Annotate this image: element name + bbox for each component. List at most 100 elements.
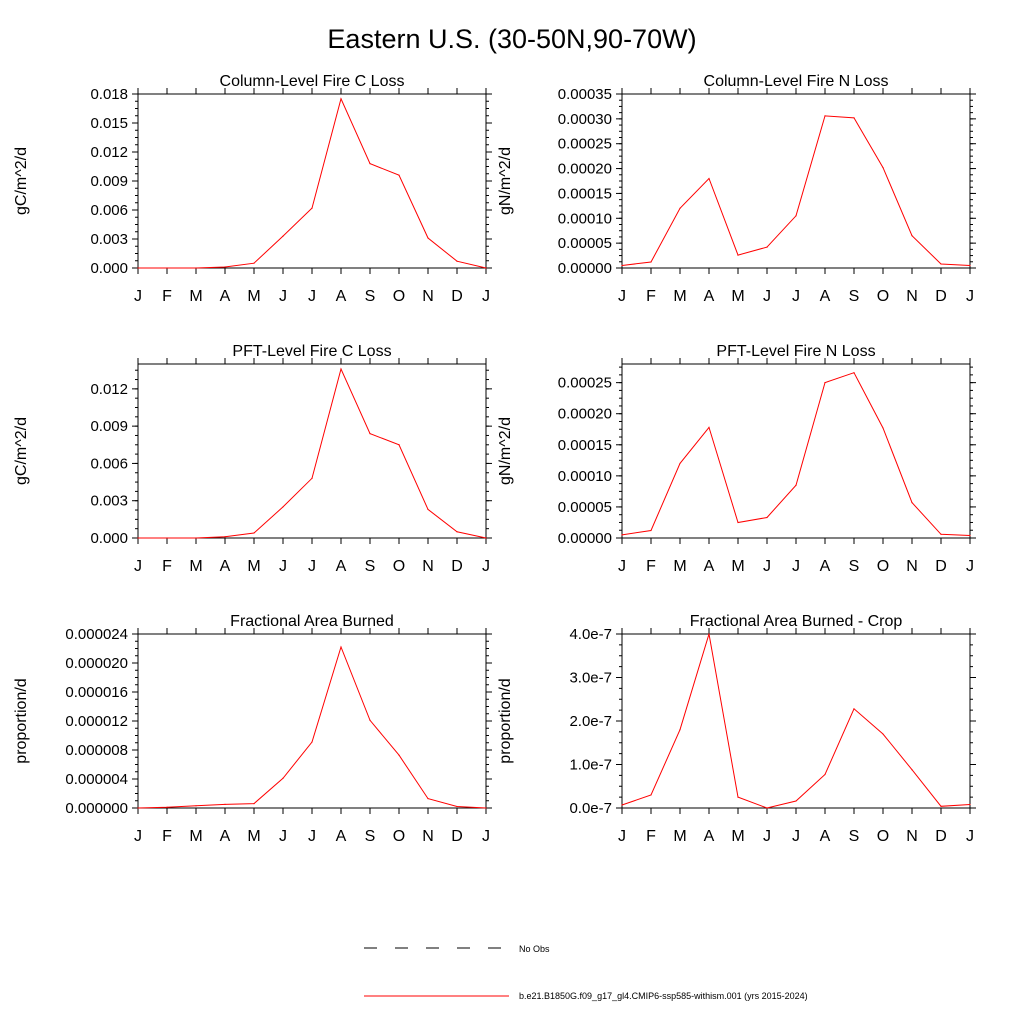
data-point: [427, 797, 429, 800]
x-tick-label: A: [336, 558, 347, 575]
x-tick-label: F: [646, 828, 656, 845]
x-tick-label: N: [422, 558, 434, 575]
x-tick-label: J: [308, 558, 316, 575]
x-tick-label: J: [618, 558, 626, 575]
data-point: [137, 267, 139, 269]
y-tick-label: 0.015: [90, 115, 128, 132]
x-tick-label: F: [646, 558, 656, 575]
data-point: [456, 531, 458, 533]
y-tick-label: 0.00030: [558, 111, 612, 128]
data-point: [882, 166, 884, 169]
series-line-1: [621, 633, 971, 809]
data-point: [911, 235, 913, 237]
data-point: [911, 501, 913, 504]
data-point: [795, 800, 797, 802]
data-point: [282, 777, 284, 779]
y-tick-label: 0.00000: [558, 260, 612, 277]
plot-frame: [137, 633, 487, 809]
y-tick-label: 0.000024: [65, 626, 128, 643]
y-tick-label: 0.00015: [558, 437, 612, 454]
series-line-1: [621, 372, 971, 536]
x-tick-label: O: [877, 828, 889, 845]
data-point: [737, 521, 739, 524]
x-tick-label: S: [365, 558, 376, 575]
x-tick-label: J: [763, 558, 771, 575]
x-tick-label: J: [308, 288, 316, 305]
x-tick-label: J: [966, 288, 974, 305]
x-tick-label: J: [134, 828, 142, 845]
x-tick-label: S: [849, 558, 860, 575]
data-point: [456, 805, 458, 808]
chart-panel-2: Column-Level Fire N Loss gN/m^2/d 0.00000 0…: [497, 73, 976, 305]
data-point: [224, 536, 226, 538]
y-tick-label: 0.00005: [558, 235, 612, 252]
y-tick-label: 0.00020: [558, 161, 612, 178]
x-tick-label: J: [618, 288, 626, 305]
x-tick-label: S: [849, 288, 860, 305]
data-point: [398, 174, 400, 176]
y-tick-label: 0.006: [90, 455, 128, 472]
data-point: [940, 805, 942, 807]
x-tick-label: A: [820, 288, 831, 305]
data-point: [398, 754, 400, 756]
data-point: [340, 368, 342, 370]
x-tick-label: J: [966, 828, 974, 845]
y-tick-label: 0.00005: [558, 499, 612, 516]
data-point: [650, 794, 652, 796]
chart-title: Fractional Area Burned - Crop: [690, 613, 903, 630]
data-point: [940, 533, 942, 535]
y-tick-label: 0.000000: [65, 800, 128, 817]
data-point: [485, 267, 487, 269]
y-axis-label: proportion/d: [497, 678, 514, 763]
x-tick-label: J: [792, 288, 800, 305]
x-tick-label: O: [393, 558, 405, 575]
x-tick-label: S: [365, 828, 376, 845]
x-tick-label: J: [279, 828, 287, 845]
data-point: [282, 506, 284, 508]
x-tick-label: D: [935, 288, 947, 305]
series-line-1: [138, 367, 487, 539]
y-tick-label: 0.003: [90, 231, 128, 248]
data-point: [166, 806, 168, 808]
data-point: [369, 163, 371, 165]
page-title: Eastern U.S. (30-50N,90-70W): [327, 24, 696, 54]
data-point: [679, 207, 681, 209]
x-tick-label: N: [906, 828, 918, 845]
y-tick-label: 0.009: [90, 418, 128, 435]
series-line-1: [137, 645, 487, 809]
plot-frame: [137, 363, 487, 539]
x-tick-label: M: [673, 558, 686, 575]
y-tick-label: 0.012: [90, 381, 128, 398]
chart-panel-4: PFT-Level Fire N Loss gN/m^2/d 0.00000 0.00…: [497, 343, 976, 575]
x-tick-label: A: [220, 558, 231, 575]
x-tick-label: J: [763, 288, 771, 305]
data-point: [137, 807, 139, 809]
x-tick-label: A: [336, 828, 347, 845]
data-point: [369, 433, 371, 435]
data-point: [485, 807, 487, 809]
plot-frame: [621, 633, 971, 809]
data-point: [195, 537, 197, 539]
y-tick-label: 0.0e-7: [569, 800, 612, 817]
data-point: [427, 508, 429, 511]
x-tick-label: A: [220, 288, 231, 305]
data-point: [485, 537, 487, 539]
data-point: [253, 262, 255, 264]
x-tick-label: A: [336, 288, 347, 305]
data-point: [224, 803, 226, 805]
series-line-1: [138, 97, 487, 269]
x-tick-label: J: [792, 828, 800, 845]
x-tick-label: M: [731, 288, 744, 305]
data-point: [650, 261, 652, 263]
data-point: [708, 177, 710, 180]
x-tick-label: O: [393, 288, 405, 305]
x-tick-label: F: [162, 558, 172, 575]
data-point: [824, 382, 826, 384]
x-tick-label: J: [308, 828, 316, 845]
data-point: [708, 426, 710, 428]
data-point: [853, 708, 855, 710]
x-tick-label: J: [279, 288, 287, 305]
y-tick-label: 0.000: [90, 530, 128, 547]
data-point: [679, 462, 681, 465]
